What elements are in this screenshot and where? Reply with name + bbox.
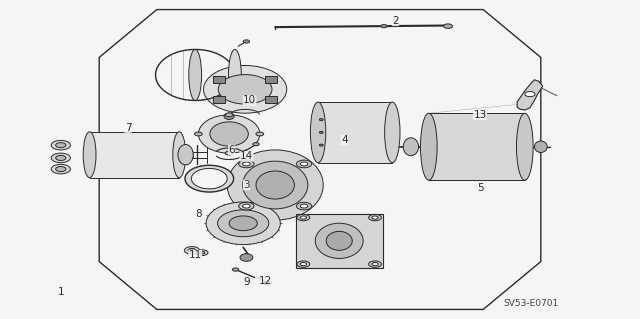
Polygon shape <box>99 10 541 309</box>
Ellipse shape <box>204 65 287 113</box>
Circle shape <box>195 132 202 136</box>
Ellipse shape <box>198 115 260 153</box>
Circle shape <box>243 40 250 43</box>
Circle shape <box>239 160 254 168</box>
Circle shape <box>381 25 387 28</box>
Circle shape <box>369 261 381 267</box>
Ellipse shape <box>206 202 280 245</box>
Ellipse shape <box>228 49 241 100</box>
Ellipse shape <box>316 223 363 258</box>
Circle shape <box>297 214 310 221</box>
Circle shape <box>319 131 323 133</box>
Ellipse shape <box>534 141 547 152</box>
Text: 11: 11 <box>189 250 202 260</box>
Ellipse shape <box>178 145 193 165</box>
Text: 2: 2 <box>392 16 399 26</box>
Circle shape <box>256 132 264 136</box>
Ellipse shape <box>185 165 234 192</box>
Ellipse shape <box>310 102 326 163</box>
Ellipse shape <box>516 113 533 180</box>
Circle shape <box>188 249 196 252</box>
Bar <box>90 132 179 178</box>
Text: 13: 13 <box>474 110 486 120</box>
Circle shape <box>196 250 208 256</box>
Circle shape <box>296 160 312 168</box>
Circle shape <box>319 144 323 146</box>
Ellipse shape <box>83 132 96 178</box>
Ellipse shape <box>224 113 234 120</box>
Circle shape <box>372 263 378 266</box>
Ellipse shape <box>191 168 227 189</box>
Text: 7: 7 <box>125 122 131 133</box>
Circle shape <box>51 153 70 163</box>
Circle shape <box>243 204 250 208</box>
Bar <box>318 102 392 163</box>
Circle shape <box>51 140 70 150</box>
Circle shape <box>56 167 66 172</box>
Ellipse shape <box>218 75 272 104</box>
Text: 9: 9 <box>243 277 250 287</box>
Circle shape <box>319 119 323 121</box>
Ellipse shape <box>210 122 248 146</box>
Circle shape <box>297 261 310 267</box>
Text: 14: 14 <box>240 151 253 161</box>
Circle shape <box>444 24 452 28</box>
Bar <box>266 76 277 83</box>
Circle shape <box>296 202 312 210</box>
Ellipse shape <box>256 171 294 199</box>
Circle shape <box>184 247 200 254</box>
Polygon shape <box>517 80 543 110</box>
Circle shape <box>232 268 239 271</box>
Text: 5: 5 <box>477 183 483 193</box>
Text: 6: 6 <box>228 145 235 155</box>
Circle shape <box>300 204 308 208</box>
Circle shape <box>369 214 381 221</box>
Bar <box>429 113 525 180</box>
Circle shape <box>300 216 307 219</box>
Circle shape <box>56 155 66 160</box>
Circle shape <box>300 162 308 166</box>
Text: 1: 1 <box>58 287 64 297</box>
Text: 12: 12 <box>259 276 272 286</box>
Text: 4: 4 <box>341 135 348 145</box>
Ellipse shape <box>243 161 308 209</box>
Circle shape <box>239 202 254 210</box>
Bar <box>296 214 383 268</box>
Circle shape <box>525 92 535 97</box>
Circle shape <box>243 162 250 166</box>
Text: 10: 10 <box>243 95 256 106</box>
Bar <box>266 96 277 103</box>
Circle shape <box>253 143 259 146</box>
Text: 3: 3 <box>243 180 250 190</box>
Circle shape <box>225 113 233 117</box>
Circle shape <box>300 263 307 266</box>
Ellipse shape <box>385 102 400 163</box>
Circle shape <box>264 281 271 285</box>
Ellipse shape <box>420 113 437 180</box>
Ellipse shape <box>326 231 352 250</box>
Circle shape <box>200 251 205 254</box>
Ellipse shape <box>240 254 253 261</box>
Ellipse shape <box>227 150 323 220</box>
Circle shape <box>225 151 233 155</box>
Ellipse shape <box>189 49 202 100</box>
Circle shape <box>372 216 378 219</box>
Circle shape <box>51 164 70 174</box>
Text: SV53-E0701: SV53-E0701 <box>504 299 559 308</box>
Text: 8: 8 <box>195 209 202 219</box>
Circle shape <box>56 143 66 148</box>
Bar <box>213 76 225 83</box>
Ellipse shape <box>229 216 257 231</box>
Ellipse shape <box>173 132 186 178</box>
Ellipse shape <box>218 210 269 237</box>
Ellipse shape <box>403 138 419 156</box>
Bar <box>213 96 225 103</box>
